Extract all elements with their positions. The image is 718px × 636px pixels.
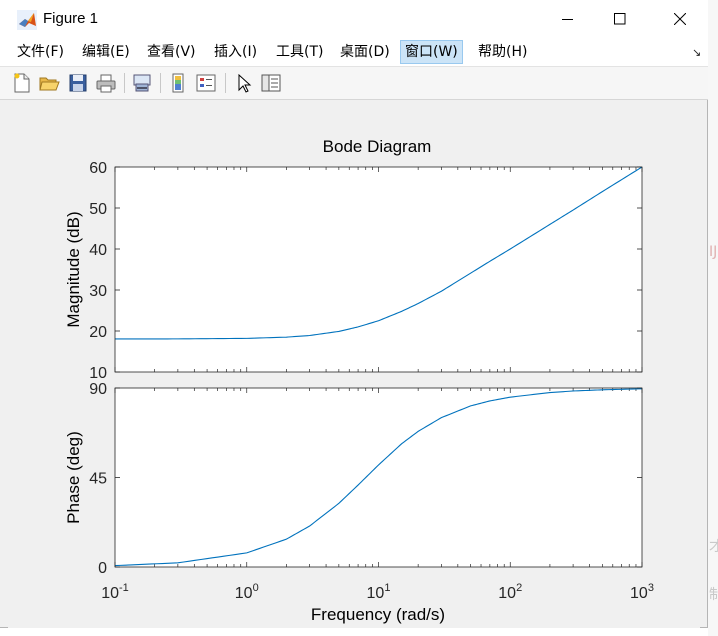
legend-icon[interactable]	[195, 72, 217, 94]
magnitude-axes-frame	[114, 166, 643, 373]
maximize-button[interactable]	[592, 0, 648, 38]
menu-expand-arrow-icon[interactable]: ↘	[692, 47, 702, 59]
chart-title: Bode Diagram	[323, 137, 432, 156]
toolbar-separator	[225, 73, 226, 93]
phase-y-tick-label: 90	[89, 381, 107, 398]
menu-tools[interactable]: 工具(T)	[276, 44, 324, 60]
background-desktop-edge	[708, 0, 718, 636]
magnitude-axes-background	[115, 167, 642, 372]
x-tick-label: 101	[367, 582, 391, 602]
figure-toolbar	[0, 67, 708, 100]
figure-window: Figure 1 文件(F) 编辑(E) 查看(V) 插入(I) 工具(T) 桌…	[0, 0, 708, 628]
phase-y-tick-label: 0	[98, 560, 107, 577]
maximize-icon	[614, 13, 626, 25]
phase-axes-background	[115, 388, 642, 567]
background-fragment: IJ	[709, 244, 718, 260]
title-bar[interactable]: Figure 1	[0, 0, 708, 38]
phase-axes-frame	[114, 387, 643, 568]
colorbar-icon[interactable]	[167, 72, 189, 94]
toolbar-separator	[124, 73, 125, 93]
magnitude-y-tick-label: 40	[89, 242, 107, 259]
background-fragment: 才	[709, 539, 718, 555]
menu-desktop[interactable]: 桌面(D)	[340, 44, 390, 60]
menu-edit[interactable]: 编辑(E)	[82, 44, 130, 60]
window-title: Figure 1	[43, 10, 99, 27]
print-icon[interactable]	[95, 72, 117, 94]
open-file-icon[interactable]	[38, 72, 60, 94]
property-editor-icon[interactable]	[260, 72, 282, 94]
phase-ylabel: Phase (deg)	[64, 431, 83, 524]
menu-window[interactable]: 窗口(W)	[400, 40, 463, 64]
bode-plot: Bode Diagram 10 20 30 40 50 60 Magnitude (dB) 0 4…	[64, 137, 654, 624]
phase-series-line	[114, 388, 643, 567]
magnitude-y-tick-label: 10	[89, 365, 107, 382]
matlab-logo-icon	[17, 10, 37, 30]
link-plot-icon[interactable]	[131, 72, 153, 94]
magnitude-y-tick-label: 60	[89, 160, 107, 177]
background-fragment: 制	[709, 587, 718, 603]
toolbar-separator	[160, 73, 161, 93]
menu-view[interactable]: 查看(V)	[147, 44, 196, 60]
magnitude-ylabel: Magnitude (dB)	[64, 211, 83, 327]
close-button[interactable]	[652, 0, 708, 38]
x-tick-label: 103	[630, 582, 654, 602]
menu-help[interactable]: 帮助(H)	[478, 44, 528, 60]
menu-file[interactable]: 文件(F)	[17, 44, 64, 60]
pointer-icon[interactable]	[233, 72, 255, 94]
save-icon[interactable]	[67, 72, 89, 94]
magnitude-y-tick-label: 30	[89, 283, 107, 300]
minimize-button[interactable]	[540, 0, 596, 38]
menu-bar: 文件(F) 编辑(E) 查看(V) 插入(I) 工具(T) 桌面(D) 窗口(W…	[0, 38, 708, 67]
menu-insert[interactable]: 插入(I)	[214, 44, 258, 60]
magnitude-series-line	[115, 166, 643, 340]
x-tick-label: 10-1	[101, 582, 129, 602]
x-tick-label: 100	[235, 582, 259, 602]
magnitude-y-tick-label: 20	[89, 324, 107, 341]
x-tick-label: 102	[498, 582, 522, 602]
figure-canvas[interactable]: Bode Diagram 10 20 30 40 50 60 Magnitude (dB) 0 4…	[8, 100, 700, 628]
new-figure-icon[interactable]	[11, 72, 33, 94]
phase-y-tick-label: 45	[89, 471, 107, 488]
magnitude-y-tick-label: 50	[89, 201, 107, 218]
x-axis-label: Frequency (rad/s)	[311, 605, 445, 624]
close-icon	[674, 13, 686, 25]
minimize-icon	[562, 19, 573, 20]
